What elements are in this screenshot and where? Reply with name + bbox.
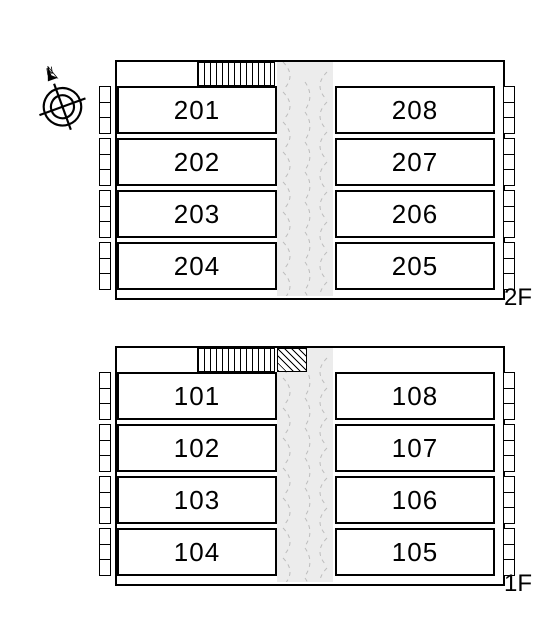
unit-label: 104 (174, 537, 220, 568)
unit-label: 204 (174, 251, 220, 282)
balcony (99, 138, 111, 186)
balcony-stack (503, 372, 517, 576)
floor-label-2F: 2F (504, 284, 532, 312)
unit-label: 202 (174, 147, 220, 178)
unit-label: 105 (392, 537, 438, 568)
unit-102: 102 (117, 424, 277, 472)
unit-108: 108 (335, 372, 495, 420)
balcony (99, 190, 111, 238)
unit-101: 101 (117, 372, 277, 420)
unit-105: 105 (335, 528, 495, 576)
unit-206: 206 (335, 190, 495, 238)
unit-103: 103 (117, 476, 277, 524)
unit-207: 207 (335, 138, 495, 186)
unit-208: 208 (335, 86, 495, 134)
balcony-stack (99, 86, 113, 290)
balcony (503, 138, 515, 186)
unit-label: 102 (174, 433, 220, 464)
balcony-stack (503, 86, 517, 290)
floorplan-canvas: 2012022032042082072062052F10110210310410… (0, 0, 537, 628)
balcony (503, 476, 515, 524)
right-unit-column: 108 107 106 105 (335, 372, 495, 576)
balcony (503, 372, 515, 420)
floor-2F: 201 202 203 204 208 207 206 205 (115, 60, 503, 298)
stairs (277, 348, 307, 372)
left-unit-column: 201 202 203 204 (117, 86, 277, 290)
balcony (503, 528, 515, 576)
unit-201: 201 (117, 86, 277, 134)
unit-label: 108 (392, 381, 438, 412)
left-unit-column: 101 102 103 104 (117, 372, 277, 576)
unit-label: 101 (174, 381, 220, 412)
unit-205: 205 (335, 242, 495, 290)
corridor (277, 348, 333, 582)
corridor (277, 62, 333, 296)
balcony (503, 190, 515, 238)
balcony (503, 424, 515, 472)
floor-1F: 101 102 103 104 108 107 106 105 (115, 346, 503, 584)
balcony (99, 476, 111, 524)
unit-204: 204 (117, 242, 277, 290)
unit-203: 203 (117, 190, 277, 238)
balcony (503, 242, 515, 290)
balcony (99, 372, 111, 420)
unit-label: 107 (392, 433, 438, 464)
unit-label: 208 (392, 95, 438, 126)
compass-icon: N (24, 64, 96, 136)
stairs (197, 348, 275, 372)
balcony (99, 86, 111, 134)
right-unit-column: 208 207 206 205 (335, 86, 495, 290)
balcony (99, 528, 111, 576)
unit-label: 206 (392, 199, 438, 230)
balcony-stack (99, 372, 113, 576)
floor-label-1F: 1F (504, 570, 532, 598)
unit-106: 106 (335, 476, 495, 524)
unit-202: 202 (117, 138, 277, 186)
stairs (197, 62, 275, 86)
unit-107: 107 (335, 424, 495, 472)
unit-104: 104 (117, 528, 277, 576)
balcony (99, 424, 111, 472)
unit-label: 201 (174, 95, 220, 126)
unit-label: 103 (174, 485, 220, 516)
unit-label: 207 (392, 147, 438, 178)
unit-label: 203 (174, 199, 220, 230)
balcony (99, 242, 111, 290)
unit-label: 106 (392, 485, 438, 516)
balcony (503, 86, 515, 134)
unit-label: 205 (392, 251, 438, 282)
